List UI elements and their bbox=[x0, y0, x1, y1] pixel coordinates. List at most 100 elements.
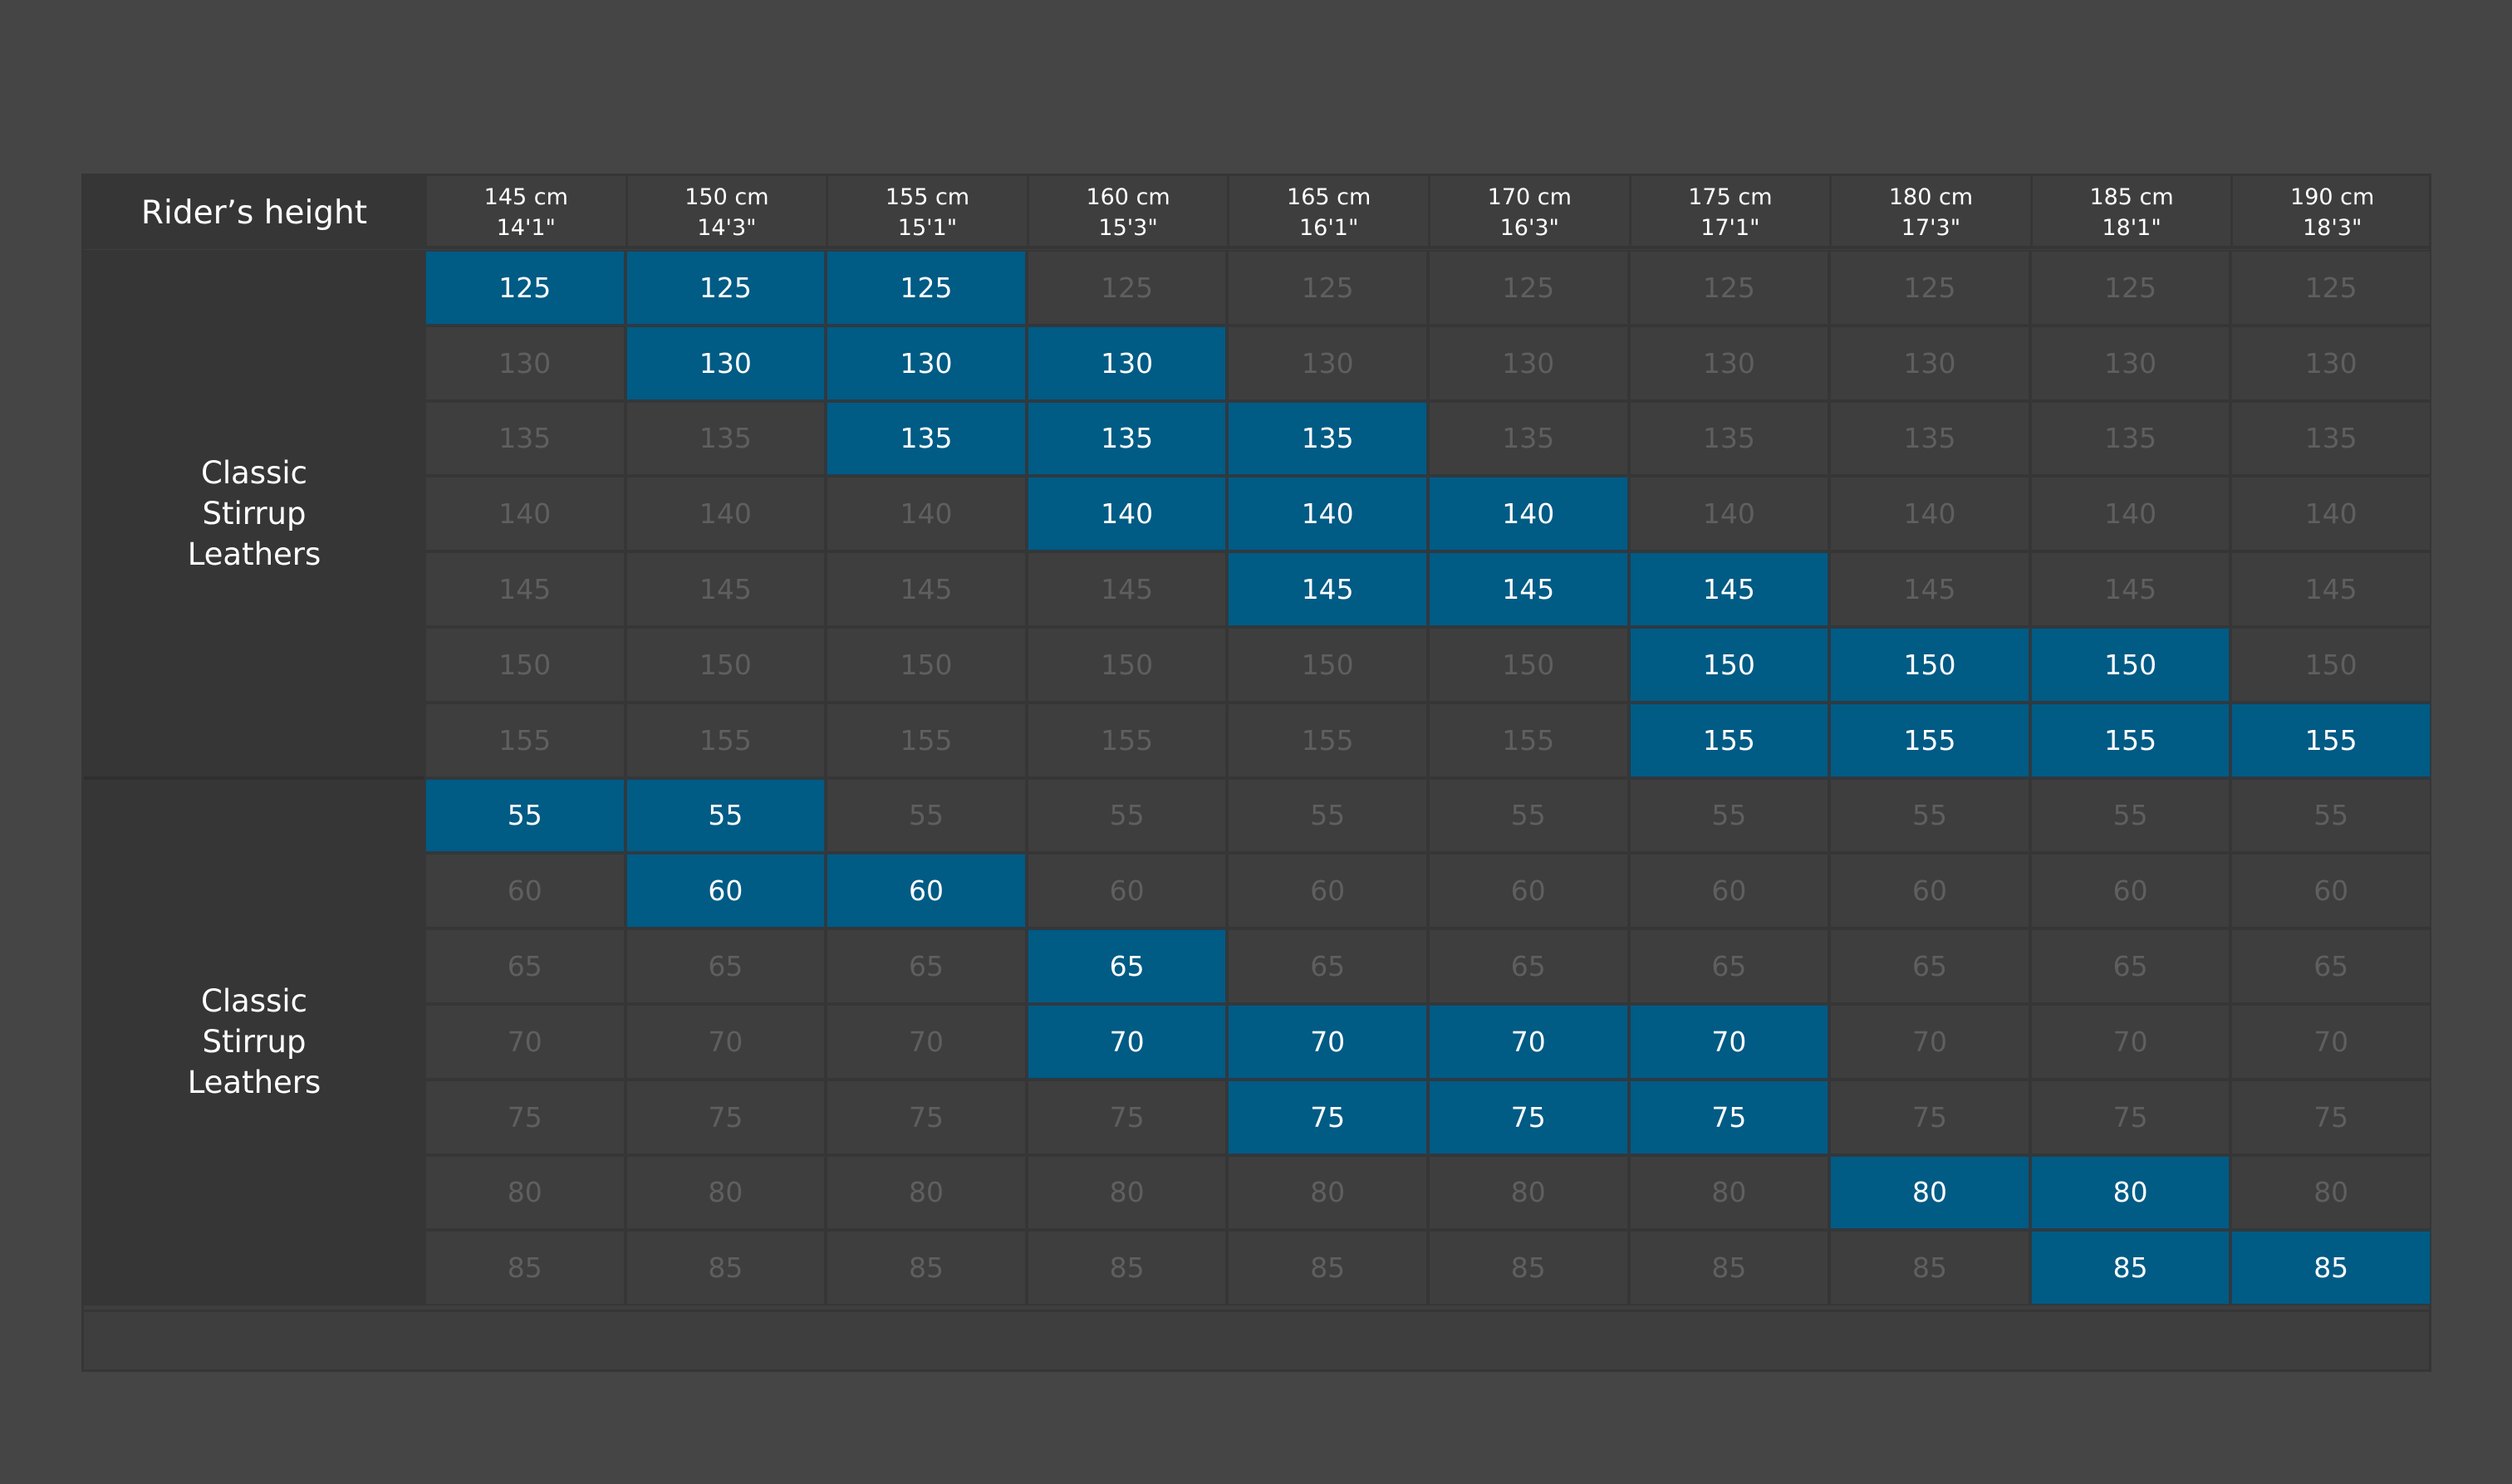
size-cell: 85 bbox=[826, 1230, 1027, 1306]
size-cell-recommended: 80 bbox=[2029, 1154, 2231, 1231]
column-header-165cm: 165 cm 16'1" bbox=[1227, 176, 1428, 249]
size-cell: 65 bbox=[1628, 928, 1830, 1004]
size-cell: 80 bbox=[1428, 1154, 1629, 1231]
column-height-ft: 18'1" bbox=[2102, 215, 2161, 241]
size-cell-recommended: 150 bbox=[1628, 627, 1830, 703]
size-cell: 75 bbox=[826, 1079, 1027, 1155]
size-cell-recommended: 135 bbox=[1227, 400, 1428, 477]
size-cell: 150 bbox=[1026, 627, 1228, 703]
column-header-160cm: 160 cm 15'3" bbox=[1026, 176, 1228, 249]
size-cell-recommended: 55 bbox=[424, 777, 626, 854]
column-height-cm: 180 cm bbox=[1888, 184, 1974, 210]
column-height-ft: 14'3" bbox=[697, 215, 757, 241]
size-cell: 140 bbox=[826, 476, 1027, 552]
size-cell-recommended: 155 bbox=[1628, 702, 1830, 778]
column-height-ft: 16'3" bbox=[1499, 215, 1559, 241]
size-cell: 130 bbox=[1829, 325, 2030, 401]
size-cell: 125 bbox=[1829, 250, 2030, 326]
size-cell: 70 bbox=[826, 1004, 1027, 1080]
size-cell: 130 bbox=[2029, 325, 2231, 401]
column-height-ft: 17'1" bbox=[1700, 215, 1760, 241]
column-height-ft: 17'3" bbox=[1901, 215, 1961, 241]
size-cell: 140 bbox=[2230, 476, 2431, 552]
size-cell: 55 bbox=[2029, 777, 2231, 854]
size-cell: 130 bbox=[1628, 325, 1830, 401]
size-cell: 135 bbox=[2029, 400, 2231, 477]
size-cell-recommended: 130 bbox=[625, 325, 827, 401]
group-label-1: Classic Stirrup Leathers bbox=[84, 250, 424, 778]
size-cell: 55 bbox=[2230, 777, 2431, 854]
column-height-ft: 15'3" bbox=[1098, 215, 1158, 241]
column-height-ft: 16'1" bbox=[1298, 215, 1359, 241]
size-cell: 85 bbox=[1026, 1230, 1228, 1306]
column-header-190cm: 190 cm 18'3" bbox=[2230, 176, 2431, 249]
size-cell: 75 bbox=[2230, 1079, 2431, 1155]
size-cell-recommended: 145 bbox=[1628, 551, 1830, 627]
size-cell: 60 bbox=[1628, 853, 1830, 929]
size-cell: 125 bbox=[1026, 250, 1228, 326]
size-cell-recommended: 85 bbox=[2029, 1230, 2231, 1306]
size-cell: 80 bbox=[625, 1154, 827, 1231]
size-cell: 125 bbox=[2029, 250, 2231, 326]
size-cell: 155 bbox=[826, 702, 1027, 778]
footer-row bbox=[84, 1310, 2429, 1369]
column-height-cm: 170 cm bbox=[1487, 184, 1572, 210]
size-cell: 75 bbox=[1026, 1079, 1228, 1155]
size-cell: 70 bbox=[424, 1004, 626, 1080]
size-cell: 85 bbox=[1628, 1230, 1830, 1306]
size-cell-recommended: 75 bbox=[1428, 1079, 1629, 1155]
column-height-ft: 15'1" bbox=[897, 215, 958, 241]
riders-height-label: Rider’s height bbox=[84, 176, 424, 249]
size-cell: 70 bbox=[1829, 1004, 2030, 1080]
size-cell: 130 bbox=[1428, 325, 1629, 401]
size-cell: 125 bbox=[1227, 250, 1428, 326]
group-label-line: Leathers bbox=[187, 536, 321, 573]
size-cell: 65 bbox=[2029, 928, 2231, 1004]
size-cell-recommended: 55 bbox=[625, 777, 827, 854]
size-cell: 55 bbox=[1227, 777, 1428, 854]
size-cell: 75 bbox=[2029, 1079, 2231, 1155]
size-cell-recommended: 70 bbox=[1227, 1004, 1428, 1080]
size-cell: 70 bbox=[2230, 1004, 2431, 1080]
size-cell-recommended: 70 bbox=[1428, 1004, 1629, 1080]
size-cell-recommended: 70 bbox=[1026, 1004, 1228, 1080]
size-cell: 85 bbox=[1227, 1230, 1428, 1306]
group-label-line: Leathers bbox=[187, 1064, 321, 1100]
size-cell: 85 bbox=[1428, 1230, 1629, 1306]
size-cell: 80 bbox=[1628, 1154, 1830, 1231]
header-row: Rider’s height 145 cm 14'1" 150 cm 14'3" 155… bbox=[84, 176, 2429, 249]
size-cell-recommended: 145 bbox=[1227, 551, 1428, 627]
size-cell: 130 bbox=[424, 325, 626, 401]
column-height-cm: 145 cm bbox=[483, 184, 568, 210]
group-label-line: Classic bbox=[201, 455, 307, 492]
size-cell: 75 bbox=[1829, 1079, 2030, 1155]
size-cell: 145 bbox=[1026, 551, 1228, 627]
size-cell: 60 bbox=[2029, 853, 2231, 929]
size-cell: 80 bbox=[1026, 1154, 1228, 1231]
group-label-line: Stirrup bbox=[202, 496, 307, 532]
size-cell: 150 bbox=[826, 627, 1027, 703]
column-height-cm: 185 cm bbox=[2089, 184, 2174, 210]
size-cell: 155 bbox=[625, 702, 827, 778]
size-cell: 60 bbox=[1428, 853, 1629, 929]
size-cell: 155 bbox=[1227, 702, 1428, 778]
size-cell-recommended: 145 bbox=[1428, 551, 1629, 627]
size-cell: 135 bbox=[625, 400, 827, 477]
size-cell: 60 bbox=[424, 853, 626, 929]
size-cell: 150 bbox=[2230, 627, 2431, 703]
size-cell-recommended: 130 bbox=[826, 325, 1027, 401]
group-label-2: Classic Stirrup Leathers bbox=[84, 777, 424, 1306]
size-cell: 145 bbox=[1829, 551, 2030, 627]
size-cell: 145 bbox=[625, 551, 827, 627]
size-cell-recommended: 125 bbox=[424, 250, 626, 326]
size-cell: 125 bbox=[1628, 250, 1830, 326]
size-cell: 65 bbox=[1227, 928, 1428, 1004]
size-cell-recommended: 150 bbox=[2029, 627, 2231, 703]
size-cell: 60 bbox=[2230, 853, 2431, 929]
size-cell: 80 bbox=[424, 1154, 626, 1231]
size-cell: 65 bbox=[424, 928, 626, 1004]
size-cell: 145 bbox=[424, 551, 626, 627]
size-cell: 55 bbox=[1026, 777, 1228, 854]
size-cell-recommended: 155 bbox=[1829, 702, 2030, 778]
size-cell-recommended: 70 bbox=[1628, 1004, 1830, 1080]
